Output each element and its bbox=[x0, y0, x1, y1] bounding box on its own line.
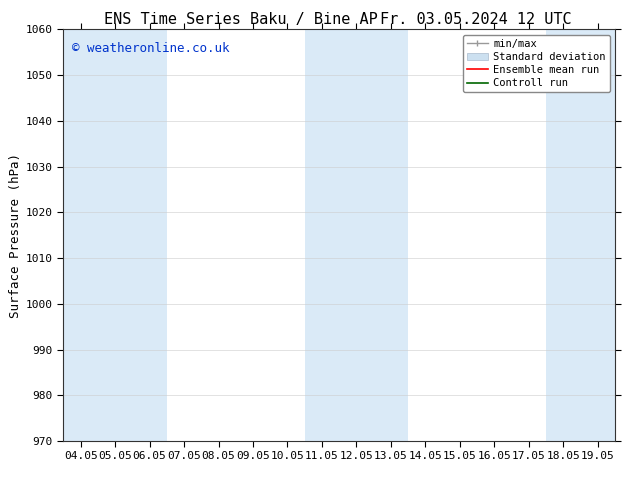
Legend: min/max, Standard deviation, Ensemble mean run, Controll run: min/max, Standard deviation, Ensemble me… bbox=[463, 35, 610, 92]
Text: ENS Time Series Baku / Bine AP: ENS Time Series Baku / Bine AP bbox=[104, 12, 378, 27]
Text: Fr. 03.05.2024 12 UTC: Fr. 03.05.2024 12 UTC bbox=[380, 12, 571, 27]
Bar bbox=[546, 29, 615, 441]
Y-axis label: Surface Pressure (hPa): Surface Pressure (hPa) bbox=[9, 153, 22, 318]
Bar bbox=[63, 29, 167, 441]
Bar bbox=[305, 29, 408, 441]
Text: © weatheronline.co.uk: © weatheronline.co.uk bbox=[72, 42, 229, 55]
